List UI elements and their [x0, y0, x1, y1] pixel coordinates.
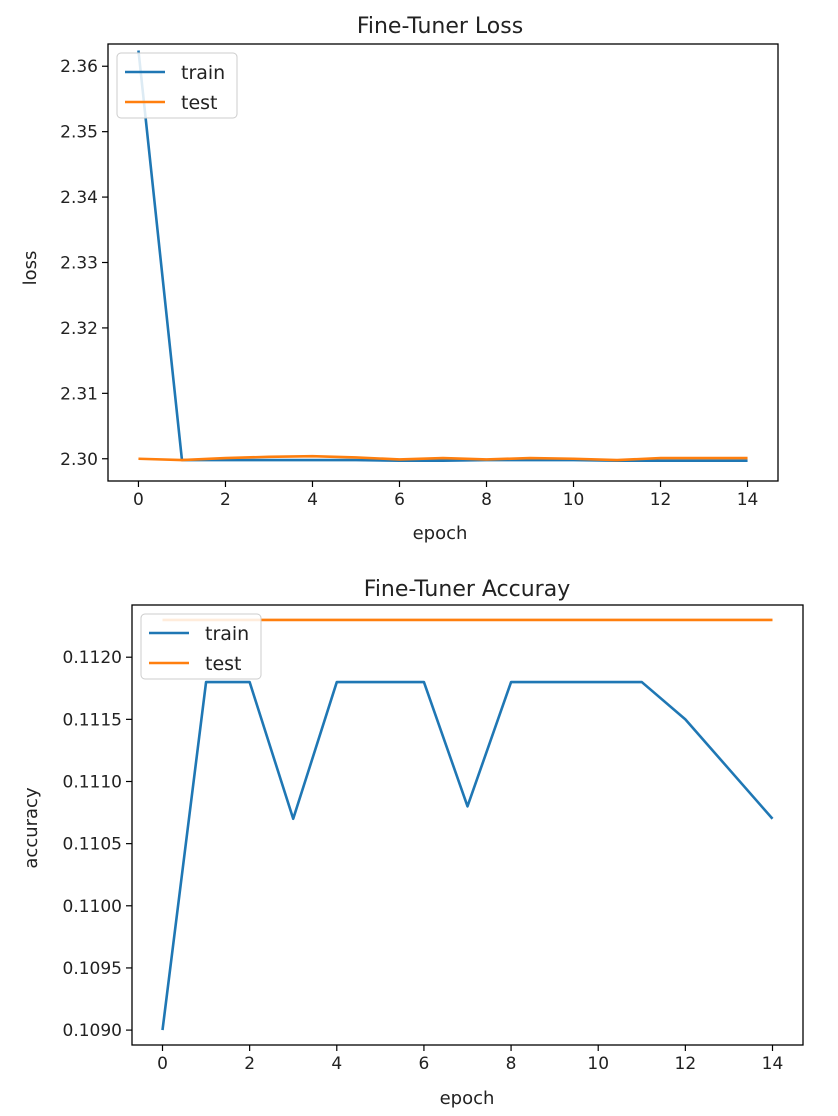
y-tick-label: 2.33 — [60, 254, 98, 274]
x-tick-label: 4 — [331, 1054, 342, 1074]
y-axis-label: loss — [20, 251, 41, 286]
y-tick-label: 2.32 — [60, 319, 98, 339]
y-tick-label: 2.31 — [60, 384, 98, 404]
series-line-train — [137, 50, 748, 463]
x-tick-label: 12 — [650, 490, 672, 510]
chart-title: Fine-Tuner Loss — [357, 14, 523, 39]
loss-chart: Fine-Tuner Loss epoch loss 0 2 4 6 8 10 12 14 2.… — [20, 14, 779, 544]
x-tick-label: 8 — [481, 490, 492, 510]
x-tick-label: 0 — [157, 1054, 168, 1074]
x-axis-label: epoch — [440, 1088, 495, 1109]
legend-label-test: test — [181, 92, 218, 114]
x-tick-label: 4 — [307, 490, 318, 510]
y-tick-label: 0.1115 — [63, 710, 122, 730]
x-tick-label: 0 — [133, 490, 144, 510]
y-tick-label: 0.1100 — [63, 897, 122, 917]
x-axis-label: epoch — [413, 523, 468, 544]
y-tick-label: 2.36 — [60, 57, 98, 77]
y-tick-label: 2.30 — [60, 450, 98, 470]
x-tick-label: 10 — [587, 1054, 609, 1074]
legend-label-train: train — [205, 623, 249, 645]
x-tick-label: 6 — [419, 1054, 430, 1074]
y-tick-label: 2.35 — [60, 123, 98, 143]
y-tick-label: 2.34 — [60, 188, 98, 208]
y-tick-label: 0.1090 — [63, 1021, 122, 1041]
y-tick-label: 0.1105 — [63, 835, 122, 855]
x-tick-label: 10 — [563, 490, 585, 510]
accuracy-chart: Fine-Tuner Accuray epoch accuracy 0 2 4 6 8 1… — [21, 577, 804, 1109]
y-tick-label: 0.1095 — [63, 959, 122, 979]
x-tick-label: 14 — [737, 490, 759, 510]
x-tick-label: 12 — [675, 1054, 697, 1074]
y-tick-label: 0.1110 — [63, 772, 122, 792]
chart-title: Fine-Tuner Accuray — [364, 577, 570, 602]
x-tick-label: 2 — [244, 1054, 255, 1074]
series-line-train — [161, 680, 774, 1031]
legend-label-train: train — [181, 62, 225, 84]
x-tick-label: 6 — [394, 490, 405, 510]
x-tick-label: 8 — [506, 1054, 517, 1074]
legend-label-test: test — [205, 653, 242, 675]
series-line-test — [138, 454, 748, 462]
y-axis-label: accuracy — [21, 787, 42, 869]
plot-frame — [131, 604, 804, 1046]
y-tick-label: 0.1120 — [63, 648, 122, 668]
x-tick-label: 14 — [762, 1054, 784, 1074]
x-tick-label: 2 — [220, 490, 231, 510]
